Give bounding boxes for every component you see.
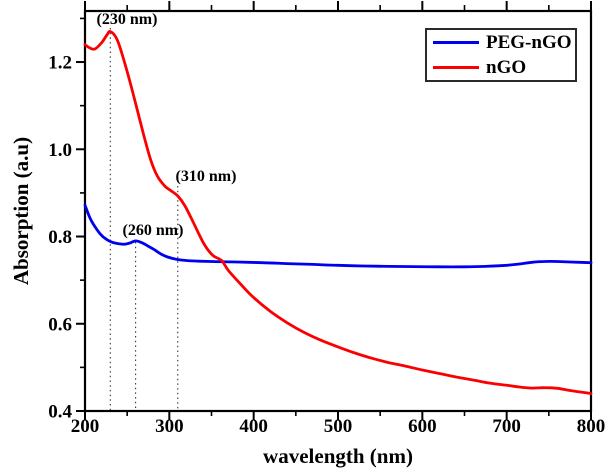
- y-tick-label: 1.0: [48, 140, 72, 161]
- legend-line-sample-peg-ngo: [433, 41, 479, 45]
- y-axis-title: Absorption (a.u): [9, 136, 33, 286]
- tick-labels: 200 300 400 500 600 700 800 0.4 0.6 0.8 1.0 1.2: [48, 53, 605, 437]
- ngo-curve: [83, 30, 593, 395]
- legend-entry-peg-ngo: PEG-nGO: [433, 31, 575, 55]
- guide-lines: [109, 28, 179, 410]
- y-tick-label: 0.4: [48, 402, 72, 423]
- x-tick-label: 300: [155, 416, 184, 437]
- x-tick-label: 600: [408, 416, 437, 437]
- x-tick-label: 500: [324, 416, 353, 437]
- annotation-260nm: (260 nm): [122, 222, 184, 239]
- x-axis-title: wavelength (nm): [263, 444, 413, 468]
- x-tick-label: 800: [577, 416, 605, 437]
- peg-ngo-curve: [83, 203, 593, 269]
- legend-label-peg-ngo: PEG-nGO: [486, 32, 572, 54]
- y-tick-label: 1.2: [48, 53, 72, 74]
- y-tick-label: 0.6: [48, 314, 72, 335]
- x-tick-label: 700: [492, 416, 521, 437]
- x-tick-label: 400: [239, 416, 268, 437]
- legend-label-ngo: nGO: [486, 56, 527, 78]
- plot-frame: [83, 9, 593, 413]
- legend-line-sample-ngo: [433, 65, 479, 69]
- axis-ticks: [76, 1, 592, 420]
- annotation-230nm: (230 nm): [96, 11, 158, 28]
- legend: PEG-nGO nGO: [425, 28, 577, 82]
- x-tick-label: 200: [71, 416, 100, 437]
- annotation-310nm: (310 nm): [175, 168, 237, 185]
- legend-entry-ngo: nGO: [433, 55, 575, 79]
- curves: [83, 30, 593, 395]
- y-tick-label: 0.8: [48, 227, 72, 248]
